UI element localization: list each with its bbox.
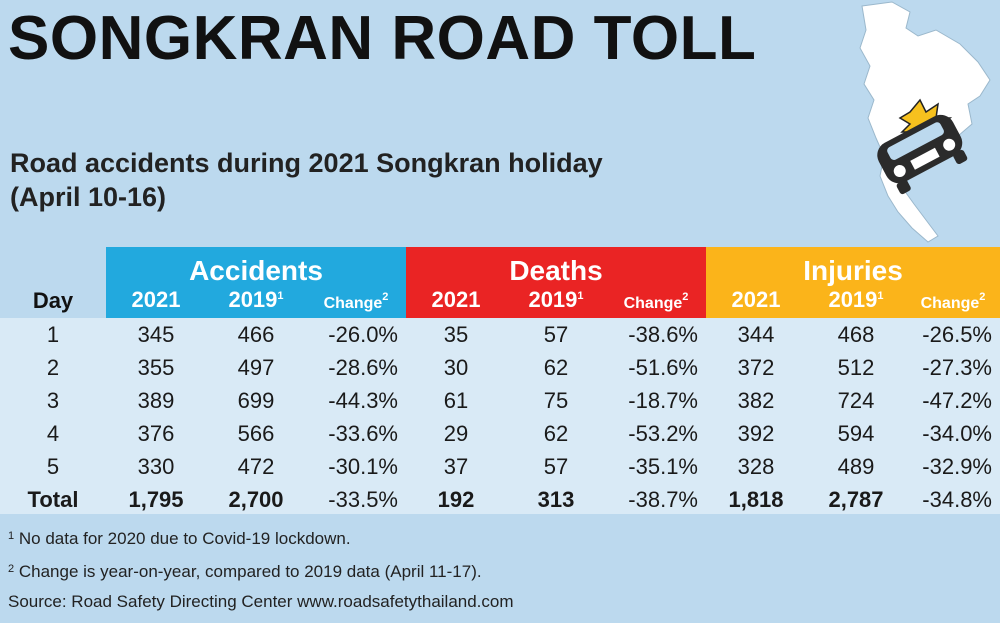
accidents-2021-cell: 355	[137, 354, 175, 380]
deaths-change-cell: -53.2%	[628, 420, 698, 446]
accidents-2019-cell: 466	[237, 321, 275, 347]
accidents-2021-cell: 345	[137, 321, 175, 347]
road-toll-table: 1 345 466 -26.0% 35 57 -38.6% 344 468 -2…	[0, 318, 1000, 516]
thailand-map-crash-icon	[859, 1, 991, 243]
deaths-change-cell: -51.6%	[628, 354, 698, 380]
injuries-2019-total: 2,787	[828, 486, 884, 512]
injuries-2021-cell: 372	[737, 354, 775, 380]
day-cell: 3	[46, 387, 60, 413]
accidents-change-cell: -33.6%	[328, 420, 398, 446]
injuries-change-cell: -32.9%	[922, 453, 992, 479]
footnotes: 1 No data for 2020 due to Covid-19 lockd…	[8, 524, 514, 623]
accidents-change-total: -33.5%	[328, 486, 398, 512]
deaths-col-2019: 20191	[528, 287, 584, 312]
injuries-2019-cell: 489	[837, 453, 875, 479]
deaths-title: Deaths	[509, 255, 603, 286]
accidents-change-cell: -44.3%	[328, 387, 398, 413]
accidents-title: Accidents	[189, 255, 323, 286]
accidents-change-cell: -30.1%	[328, 453, 398, 479]
injuries-col-2019: 20191	[828, 287, 884, 312]
accidents-2021-total: 1,795	[128, 486, 184, 512]
deaths-change-cell: -35.1%	[628, 453, 698, 479]
deaths-2021-cell: 29	[443, 420, 469, 446]
accidents-2019-cell: 699	[237, 387, 275, 413]
table-body-band	[0, 318, 1000, 514]
injuries-2019-cell: 512	[837, 354, 875, 380]
deaths-2019-cell: 57	[543, 321, 569, 347]
deaths-2021-cell: 30	[443, 354, 469, 380]
injuries-title: Injuries	[803, 255, 903, 286]
table-row: 2 355 497 -28.6% 30 62 -51.6% 372 512 -2…	[0, 351, 1000, 384]
deaths-header: Deaths 2021 20191 Change2	[406, 247, 706, 318]
accidents-2021-cell: 389	[137, 387, 175, 413]
source-note: Source: Road Safety Directing Center www…	[8, 592, 514, 611]
footnote-1: 1 No data for 2020 due to Covid-19 lockd…	[8, 529, 351, 548]
injuries-2019-cell: 724	[837, 387, 875, 413]
injuries-header: Injuries 2021 20191 Change2	[706, 247, 1000, 318]
deaths-change-cell: -38.6%	[628, 321, 698, 347]
deaths-2021-cell: 61	[443, 387, 469, 413]
injuries-2021-total: 1,818	[728, 486, 784, 512]
accidents-col-2021: 2021	[131, 287, 181, 312]
injuries-2021-cell: 328	[737, 453, 775, 479]
deaths-2019-cell: 57	[543, 453, 569, 479]
injuries-col-2021: 2021	[731, 287, 781, 312]
total-row: Total 1,795 2,700 -33.5% 192 313 -38.7% …	[0, 483, 1000, 516]
deaths-col-change: Change2	[623, 291, 689, 312]
injuries-2019-cell: 594	[837, 420, 875, 446]
injuries-2021-cell: 382	[737, 387, 775, 413]
accidents-col-2019: 20191	[228, 287, 284, 312]
deaths-2019-total: 313	[537, 486, 575, 512]
day-cell: 2	[46, 354, 60, 380]
day-cell: 5	[46, 453, 60, 479]
footnote-2: 2 Change is year-on-year, compared to 20…	[8, 562, 482, 581]
subtitle: Road accidents during 2021 Songkran holi…	[10, 146, 603, 214]
deaths-2019-cell: 62	[543, 420, 569, 446]
injuries-change-cell: -34.0%	[922, 420, 992, 446]
injuries-change-cell: -27.3%	[922, 354, 992, 380]
accidents-2019-cell: 472	[237, 453, 275, 479]
accidents-2019-total: 2,700	[228, 486, 284, 512]
total-label: Total	[27, 486, 79, 512]
table-row: 5 330 472 -30.1% 37 57 -35.1% 328 489 -3…	[0, 450, 1000, 483]
accidents-2021-cell: 330	[137, 453, 175, 479]
deaths-col-2021: 2021	[431, 287, 481, 312]
deaths-2021-total: 192	[437, 486, 475, 512]
injuries-change-cell: -47.2%	[922, 387, 992, 413]
accidents-change-cell: -28.6%	[328, 354, 398, 380]
table-row: 3 389 699 -44.3% 61 75 -18.7% 382 724 -4…	[0, 384, 1000, 417]
injuries-2021-cell: 344	[737, 321, 775, 347]
subtitle-line-2: (April 10-16)	[10, 182, 167, 212]
injuries-col-change: Change2	[920, 291, 986, 312]
accidents-col-change: Change2	[323, 291, 389, 312]
day-column-header: Day	[32, 288, 74, 313]
subtitle-line-1: Road accidents during 2021 Songkran holi…	[10, 148, 603, 178]
injuries-2021-cell: 392	[737, 420, 775, 446]
deaths-2019-cell: 75	[543, 387, 569, 413]
deaths-change-total: -38.7%	[628, 486, 698, 512]
table-row: 1 345 466 -26.0% 35 57 -38.6% 344 468 -2…	[0, 318, 1000, 351]
day-cell: 1	[46, 321, 60, 347]
accidents-2019-cell: 497	[237, 354, 275, 380]
accidents-2019-cell: 566	[237, 420, 275, 446]
injuries-change-total: -34.8%	[922, 486, 992, 512]
deaths-2019-cell: 62	[543, 354, 569, 380]
deaths-2021-cell: 37	[443, 453, 469, 479]
injuries-change-cell: -26.5%	[922, 321, 992, 347]
table-row: 4 376 566 -33.6% 29 62 -53.2% 392 594 -3…	[0, 417, 1000, 450]
accidents-header: Accidents 2021 20191 Change2	[106, 247, 406, 318]
page-title: SONGKRAN ROAD TOLL	[8, 4, 757, 73]
accidents-2021-cell: 376	[137, 420, 175, 446]
injuries-2019-cell: 468	[837, 321, 875, 347]
deaths-change-cell: -18.7%	[628, 387, 698, 413]
deaths-2021-cell: 35	[443, 321, 469, 347]
accidents-change-cell: -26.0%	[328, 321, 398, 347]
day-cell: 4	[46, 420, 60, 446]
